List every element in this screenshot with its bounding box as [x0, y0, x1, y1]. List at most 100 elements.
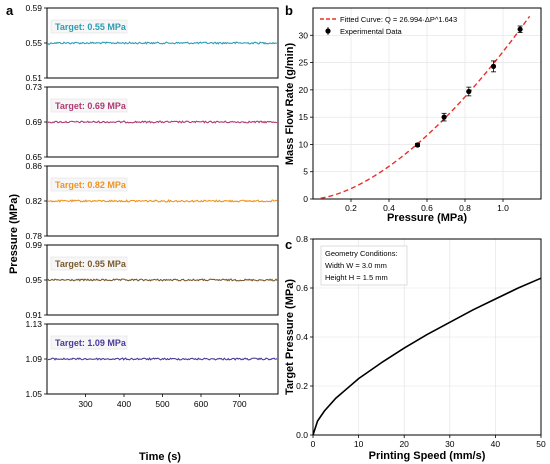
panel-c-y-tick-label: 0.8 — [296, 234, 308, 244]
panel-a-x-tick-label: 700 — [232, 399, 246, 409]
panel-b-marker — [441, 114, 447, 120]
panel-b-fit-curve — [320, 15, 531, 199]
panel-c-y-axis-label: Target Pressure (MPa) — [284, 279, 296, 395]
panel-b-data-point — [414, 142, 421, 148]
panel-a-target-label-box — [50, 98, 128, 113]
panel-b-y-tick-label: 0 — [303, 194, 308, 204]
panel-c: 0 10 20 30 40 50 0.0 0.2 0.4 0.6 0.8 Geometry Cond… — [284, 234, 546, 462]
panel-a-target-label-box — [50, 19, 128, 34]
panel-a-x-tick-label: 600 — [194, 399, 208, 409]
panel-b-data-point — [517, 25, 523, 33]
panel-a-x-tick-label: 500 — [155, 399, 169, 409]
panel-c-curve — [312, 277, 542, 436]
panel-b-legend: Fitted Curve: Q = 26.994·ΔP^1.643 Experi… — [320, 15, 457, 36]
panel-a-target-label-box — [50, 177, 128, 192]
panel-b-x-tick-label: 0.2 — [345, 203, 357, 213]
panel-a-target-label: Target: 1.09 MPa — [50, 335, 128, 350]
panel-b-marker — [490, 63, 497, 69]
panel-a-subplot-2: 0.65 0.69 0.73 Target: 0.69 MPa — [25, 82, 279, 162]
panel-a-target-label: Target: 0.82 MPa — [50, 177, 128, 192]
panel-c-y-tick-label: 0.6 — [296, 283, 308, 293]
panel-a-subplot-4: 0.91 0.95 0.99 Target: 0.95 MPa — [25, 240, 279, 320]
panel-a-trace — [47, 357, 278, 361]
panel-a-y-tick-label: 0.82 — [25, 196, 42, 206]
panel-a-target-label: Target: 0.69 MPa — [50, 98, 128, 113]
panel-b-y-tick-label: 15 — [299, 112, 309, 122]
panel-b-y-tick-label: 20 — [299, 85, 309, 95]
panel-a-target-label-box — [50, 256, 128, 271]
panel-c-x-tick-label: 0 — [311, 439, 316, 449]
panel-b-x-tick-label: 1.0 — [497, 203, 509, 213]
panel-c-annotation-box — [320, 245, 408, 286]
panel-a-y-tick-label: 0.86 — [25, 161, 42, 171]
panel-a-target-label-text: Target: 0.69 MPa — [55, 101, 127, 111]
panel-a-trace — [47, 278, 278, 282]
panel-a-y-tick-label: 0.91 — [25, 310, 42, 320]
panel-a-y-tick-label: 0.59 — [25, 3, 42, 13]
panel-b-y-tick-label: 25 — [299, 58, 309, 68]
panel-a-target-label-text: Target: 0.95 MPa — [55, 259, 127, 269]
panel-c-x-tick-label: 20 — [399, 439, 409, 449]
panel-a-y-tick-label: 1.05 — [25, 389, 42, 399]
panel-b-marker — [414, 142, 421, 148]
panel-a-y-tick-label: 0.78 — [25, 231, 42, 241]
panel-b-data-point — [466, 86, 472, 97]
panel-b-x-axis-label: Pressure (MPa) — [387, 212, 467, 224]
panel-a-y-tick-label: 0.95 — [25, 275, 42, 285]
panel-c-y-tick-label: 0.2 — [296, 381, 308, 391]
panel-a-y-tick-label: 0.99 — [25, 240, 42, 250]
panel-c-annotation-line-2: Width W = 3.0 mm — [325, 261, 387, 270]
panel-b-y-tick-label: 5 — [303, 167, 308, 177]
panel-b-legend-data: Experimental Data — [340, 27, 403, 36]
panel-b-marker — [517, 26, 523, 32]
panel-c-x-tick-label: 40 — [491, 439, 501, 449]
panel-b: 0.2 0.4 0.6 0.8 1.0 0 5 10 15 20 25 30 Fitted Curve… — [284, 7, 542, 224]
panel-c-x-tick-label: 30 — [445, 439, 455, 449]
panel-a-y-tick-label: 0.73 — [25, 82, 42, 92]
panel-a-trace — [47, 199, 278, 203]
panel-label-a: a — [6, 3, 14, 18]
panel-a-target-label: Target: 0.95 MPa — [50, 256, 128, 271]
panel-b-x-tick-label: 0.4 — [383, 203, 395, 213]
panel-a-y-axis-label: Pressure (MPa) — [8, 194, 20, 274]
panel-b-y-axis-label: Mass Flow Rate (g/min) — [284, 43, 296, 166]
panel-a-y-tick-label: 0.65 — [25, 152, 42, 162]
panel-c-annotation: Geometry Conditions: Width W = 3.0 mm He… — [320, 245, 408, 286]
panel-a-trace — [47, 41, 278, 46]
panel-label-b: b — [285, 3, 293, 18]
panel-a-target-label-text: Target: 0.82 MPa — [55, 180, 127, 190]
panel-b-y-tick-label: 30 — [299, 30, 309, 40]
panel-a-x-tick-label: 400 — [117, 399, 131, 409]
panel-c-x-tick-label: 50 — [536, 439, 546, 449]
panel-a: 0.51 0.55 0.59 Target: 0.55 MPa 0.65 0.69 0.73… — [8, 3, 279, 463]
panel-a-subplot-3: 0.78 0.82 0.86 Target: 0.82 MPa — [25, 161, 279, 241]
panel-b-marker — [466, 88, 472, 95]
panel-c-x-axis-label: Printing Speed (mm/s) — [369, 450, 486, 462]
panel-a-target-label-text: Target: 1.09 MPa — [55, 338, 127, 348]
panel-c-annotation-line-1: Geometry Conditions: — [325, 249, 398, 258]
panel-a-x-axis-label: Time (s) — [139, 451, 181, 463]
panel-a-y-tick-label: 0.69 — [25, 117, 42, 127]
panel-b-legend-data-swatch — [325, 28, 331, 34]
panel-a-trace — [47, 120, 278, 124]
panel-a-y-tick-label: 0.55 — [25, 38, 42, 48]
panel-a-target-label: Target: 0.55 MPa — [50, 19, 128, 34]
panel-a-target-label-text: Target: 0.55 MPa — [55, 22, 127, 32]
panel-b-x-tick-label: 0.8 — [459, 203, 471, 213]
panel-b-data-point — [441, 112, 447, 122]
panel-c-y-tick-label: 0.4 — [296, 332, 308, 342]
panel-a-subplot-5: 1.05 1.09 1.13 Target: 1.09 MPa — [25, 319, 279, 399]
panel-a-x-tick-label: 300 — [78, 399, 92, 409]
panel-a-y-tick-label: 1.09 — [25, 354, 42, 364]
panel-a-y-tick-label: 1.13 — [25, 319, 42, 329]
panel-c-y-tick-label: 0.0 — [296, 430, 308, 440]
panel-a-y-tick-label: 0.51 — [25, 73, 42, 83]
panel-a-target-label-box — [50, 335, 128, 350]
panel-c-annotation-line-3: Height H = 1.5 mm — [325, 273, 388, 282]
panel-a-subplot-1: 0.51 0.55 0.59 Target: 0.55 MPa — [25, 3, 279, 83]
panel-b-y-tick-label: 10 — [299, 139, 309, 149]
panel-b-x-tick-label: 0.6 — [421, 203, 433, 213]
panel-c-x-tick-label: 10 — [354, 439, 364, 449]
panel-label-c: c — [285, 237, 292, 252]
